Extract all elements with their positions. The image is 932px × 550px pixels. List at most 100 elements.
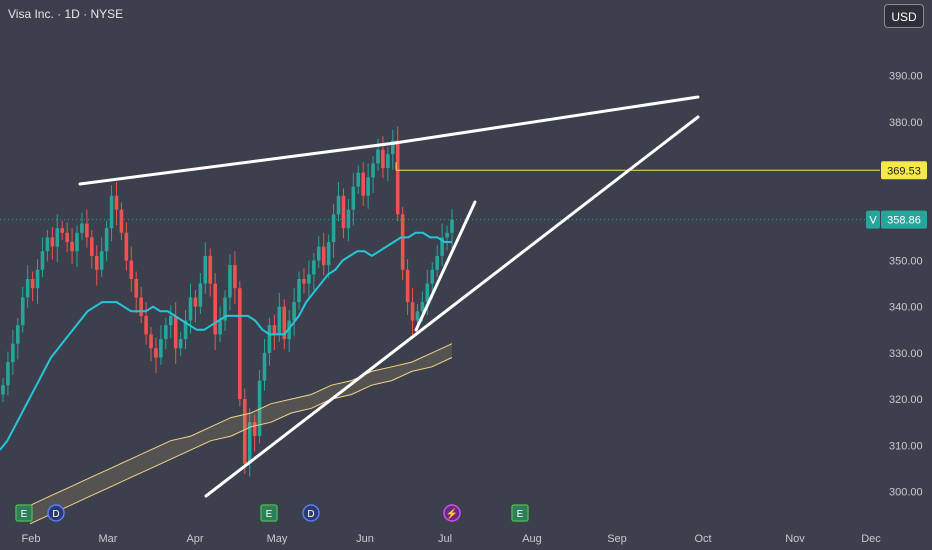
candle-body [233,265,237,289]
candle-body [30,278,35,289]
candle-body [119,209,124,233]
candle-body [405,269,410,303]
x-tick-label: Sep [607,533,627,545]
candle-body [11,343,15,363]
candle-body [292,302,296,321]
candle-body [50,237,55,247]
x-tick-label: Oct [694,533,711,545]
earnings-marker[interactable] [260,504,278,522]
candle-body [198,283,203,307]
moving-average-short [0,231,452,451]
candle-body [252,422,257,437]
last-price-label-bg [881,210,927,229]
candle-body [366,177,370,196]
candle-body [114,195,119,210]
candle-body [316,246,321,261]
level-price-label-bg [881,161,927,180]
candle-body [326,242,331,266]
y-tick-label: 320.00 [889,394,923,406]
candle-body [435,255,439,270]
x-tick-label: Dec [861,533,881,545]
candle-body [381,149,385,169]
candle-body [445,232,449,238]
candle-body [247,422,252,464]
y-tick-label: 390.00 [889,71,923,83]
candle-body [164,325,168,340]
candle-body [183,320,188,340]
candle-body [154,348,158,358]
candle-body [361,172,365,196]
candle-body [302,278,306,284]
candle-body [139,297,143,316]
candle-body [35,269,40,289]
x-tick-label: Mar [99,533,118,545]
candle-body [173,315,178,349]
candle-body [20,297,25,326]
candle-body [94,255,99,270]
candle-body [420,302,425,312]
earnings-marker[interactable] [511,504,529,522]
candle-body [321,246,326,266]
candle-body [149,334,153,349]
candle-body [450,219,454,233]
split-marker[interactable] [443,504,461,522]
currency-button[interactable]: USD [884,4,924,28]
dividend-marker[interactable] [302,504,320,522]
candle-body [410,302,415,321]
candle-body [6,362,10,386]
earnings-marker[interactable] [15,504,33,522]
symbol-title[interactable]: Visa Inc. · 1D · NYSE [8,7,124,21]
candle-body [242,399,247,464]
y-tick-label: 350.00 [889,256,923,268]
last-price-label: 358.86 [887,215,921,227]
x-tick-label: May [267,533,288,545]
candle-body [257,380,262,437]
candle-body [168,315,173,326]
candle-body [331,214,336,243]
candle-body [400,214,405,270]
candle-body [144,315,148,335]
candle-body [272,325,277,335]
candle-body [80,223,84,233]
trendline [78,141,397,186]
x-tick-label: Nov [785,533,805,545]
dividend-marker-label: D [52,509,59,520]
candle-body [109,195,114,229]
candle-body [351,186,356,210]
candle-body [356,172,361,187]
trendline [204,115,700,498]
x-tick-label: Aug [522,533,542,545]
candle-body [178,339,183,349]
candle-body [159,339,163,358]
candle-body [346,209,351,229]
y-tick-label: 310.00 [889,440,923,452]
y-tick-label: 330.00 [889,348,923,360]
candle-body [297,278,301,303]
dividend-marker-label: D [307,509,314,520]
candle-body [188,297,193,321]
level-price-label: 369.53 [887,165,921,177]
candle-body [386,154,390,169]
candle-body [223,297,227,321]
candle-body [341,195,346,229]
candle-body [282,306,287,340]
candle-body [440,237,444,256]
moving-average-long-upper [29,343,453,506]
x-tick-label: Jul [438,533,452,545]
candle-body [193,297,198,307]
moving-average-long-lower [29,357,453,525]
candle-body [40,251,45,270]
x-tick-label: Jun [356,533,374,545]
y-tick-label: 300.00 [889,487,923,499]
dividend-marker[interactable] [47,504,65,522]
candle-body [45,237,50,252]
trendline [393,95,700,145]
x-tick-label: Feb [22,533,41,545]
candle-body [208,255,213,284]
candle-body [277,306,282,335]
candle-body [65,232,69,243]
y-tick-label: 380.00 [889,117,923,129]
candle-body [262,352,267,381]
